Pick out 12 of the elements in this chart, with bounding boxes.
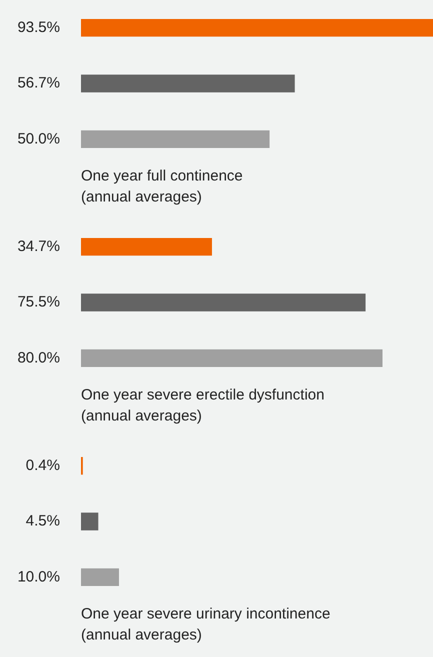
x-axis-title: One year severe erectile dysfunction (annual averages) [81,386,324,425]
data-label: 0.4% [26,456,60,474]
data-label: 56.7% [17,74,60,92]
data-label: 34.7% [17,238,60,255]
x-axis-title: One year severe urinary incontinence (annual averages) [81,606,330,644]
data-label: 75.5% [17,294,60,311]
data-label: 80.0% [17,349,60,366]
data-label: 93.5% [17,18,60,36]
data-label: 50.0% [17,130,60,148]
data-label: 4.5% [26,512,60,530]
data-label: 10.0% [17,568,60,586]
x-axis-title: One year full continence (annual averages) [81,168,243,206]
